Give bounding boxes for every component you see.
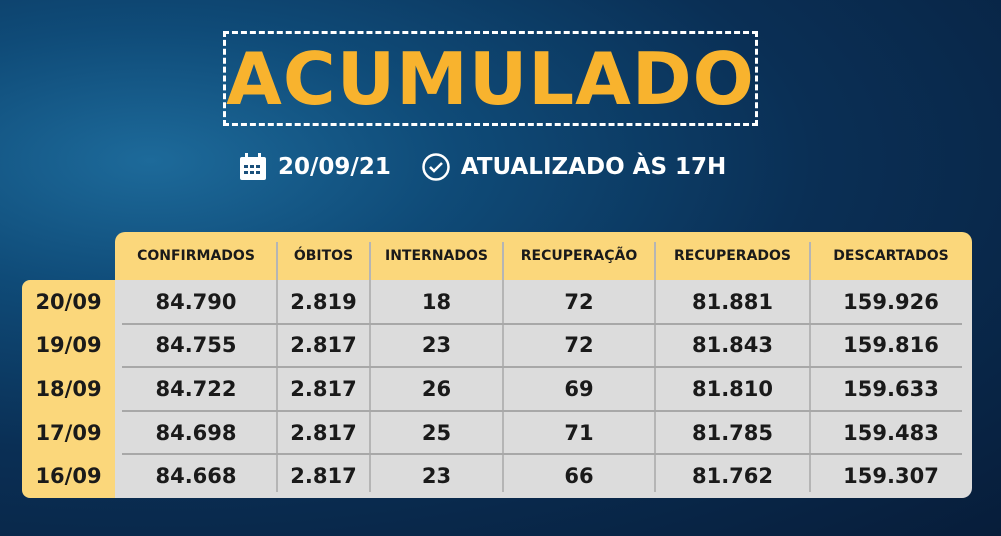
date-column	[22, 280, 115, 498]
cell-recuperados: 81.762	[691, 464, 774, 489]
cell-recuperados: 81.843	[691, 333, 774, 358]
cell-descartados: 159.483	[843, 420, 939, 445]
cell-confirmados: 84.755	[155, 333, 237, 358]
title-box: ACUMULADO	[223, 31, 758, 126]
cell-descartados: 159.307	[843, 464, 939, 489]
column-header-internados: INTERNADOS	[385, 248, 488, 264]
calendar-icon	[240, 153, 266, 180]
cell-descartados: 159.633	[843, 376, 939, 401]
row-divider	[122, 366, 962, 369]
column-header-obitos: ÓBITOS	[293, 248, 354, 264]
cell-internados: 25	[421, 420, 452, 445]
row-date: 17/09	[35, 420, 102, 445]
date-text: 20/09/21	[278, 154, 391, 180]
data-table: CONFIRMADOS ÓBITOS INTERNADOS RECUPERAÇÃO RE…	[22, 232, 972, 498]
cell-recuperados: 81.785	[691, 420, 774, 445]
table-body	[115, 280, 972, 498]
cell-obitos: 2.817	[290, 333, 357, 358]
row-date: 16/09	[35, 464, 102, 489]
table-header	[115, 232, 972, 280]
row-divider	[122, 409, 962, 412]
row-divider	[122, 322, 962, 325]
column-header-descartados: DESCARTADOS	[833, 248, 949, 264]
cell-internados: 23	[421, 333, 452, 358]
cell-descartados: 159.816	[843, 333, 939, 358]
cell-obitos: 2.817	[290, 464, 357, 489]
cell-recuperacao: 66	[564, 464, 594, 489]
cell-confirmados: 84.790	[155, 289, 237, 314]
column-header-recuperacao: RECUPERAÇÃO	[520, 248, 638, 264]
cell-recuperados: 81.881	[691, 289, 774, 314]
cell-recuperados: 81.810	[691, 376, 774, 401]
row-date: 19/09	[35, 333, 102, 358]
cell-recuperacao: 72	[564, 289, 594, 314]
page-title: ACUMULADO	[226, 36, 755, 121]
cell-confirmados: 84.722	[155, 376, 237, 401]
column-header-confirmados: CONFIRMADOS	[137, 248, 255, 264]
cell-recuperacao: 69	[564, 376, 594, 401]
cell-obitos: 2.817	[290, 420, 357, 445]
cell-internados: 26	[421, 376, 452, 401]
row-date: 18/09	[35, 376, 102, 401]
clock-icon	[422, 153, 450, 181]
cell-internados: 23	[421, 464, 452, 489]
updated-text: ATUALIZADO ÀS 17H	[460, 154, 727, 180]
cell-internados: 18	[421, 289, 452, 314]
cell-obitos: 2.819	[290, 289, 357, 314]
subtitle: 20/09/21 ATUALIZADO ÀS 17H	[238, 152, 726, 182]
cell-recuperacao: 71	[564, 420, 594, 445]
cell-confirmados: 84.668	[155, 464, 237, 489]
cell-descartados: 159.926	[843, 289, 939, 314]
column-header-recuperados: RECUPERADOS	[673, 248, 792, 264]
cell-confirmados: 84.698	[155, 420, 237, 445]
row-date: 20/09	[35, 289, 102, 314]
row-divider	[122, 453, 962, 456]
cell-recuperacao: 72	[564, 333, 594, 358]
cell-obitos: 2.817	[290, 376, 357, 401]
